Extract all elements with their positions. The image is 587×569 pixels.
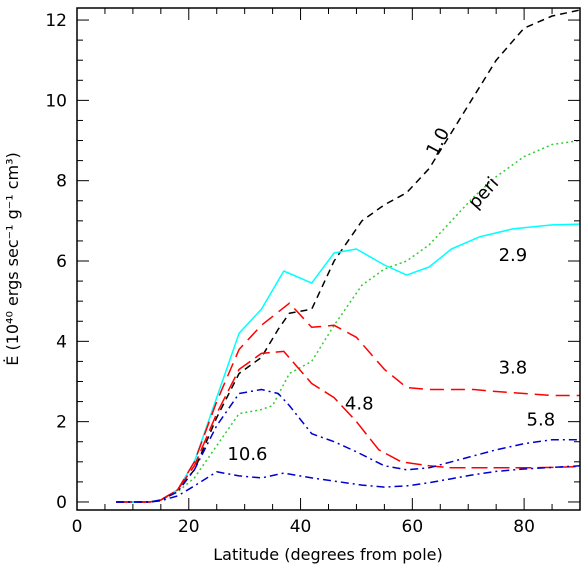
series-annotation: 2.9 (499, 245, 528, 266)
y-tick-label: 2 (56, 413, 67, 433)
series-annotation: 5.8 (527, 410, 556, 431)
y-tick-label: 10 (45, 91, 67, 111)
ticks-layer: 0 20 40 60 80 0 2 4 6 8 10 12 (45, 8, 581, 537)
series-line-peri (116, 139, 580, 503)
series-annotation: 4.8 (345, 394, 374, 415)
x-tick-label: 60 (402, 517, 424, 537)
y-tick-label: 6 (56, 252, 67, 272)
series-annotation: 1.0 (422, 124, 454, 159)
x-tick-label: 80 (513, 517, 535, 537)
series-annotation: 10.6 (227, 444, 267, 465)
series-layer (116, 9, 580, 503)
annotations-layer: 1.0 peri 2.9 3.8 4.8 5.8 10.6 (227, 124, 555, 464)
series-annotation: peri (464, 173, 503, 213)
y-tick-label: 4 (56, 332, 67, 352)
y-tick-label: 12 (45, 11, 67, 31)
series-line-5-8 (116, 388, 580, 503)
y-tick-label: 8 (56, 172, 67, 192)
series-line-10-6 (116, 465, 580, 503)
series-annotation: 3.8 (499, 357, 528, 378)
y-tick-label: 0 (56, 493, 67, 513)
x-tick-label: 0 (72, 517, 83, 537)
y-axis-label: Ė (10⁴⁰ ergs sec⁻¹ g⁻¹ cm³) (3, 152, 22, 366)
x-axis-label: Latitude (degrees from pole) (213, 545, 442, 564)
series-line-4-8 (116, 350, 580, 503)
x-tick-label: 40 (290, 517, 312, 537)
x-tick-label: 20 (178, 517, 200, 537)
